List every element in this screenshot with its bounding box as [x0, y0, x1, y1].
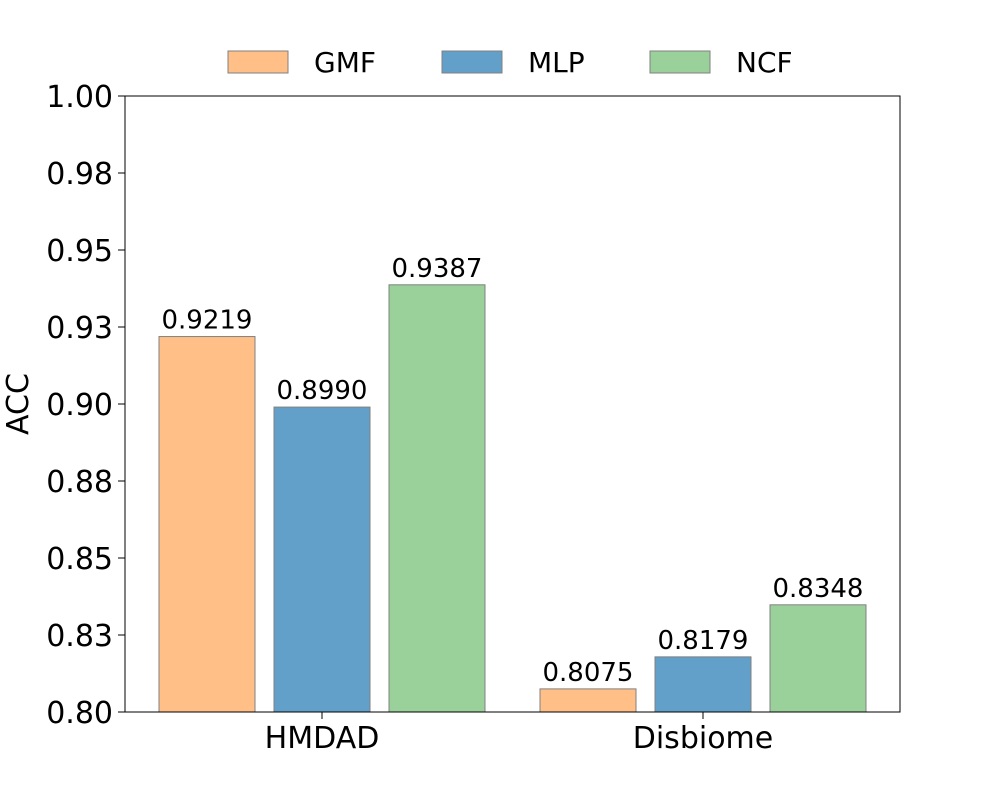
y-axis-title: ACC: [1, 373, 36, 435]
legend-label-gmf: GMF: [314, 46, 376, 79]
data-label-gmf-disbiome: 0.8075: [543, 658, 634, 688]
bar-gmf-disbiome: [539, 688, 637, 713]
y-tick-label: 0.83: [46, 619, 113, 654]
bars-group: [158, 284, 867, 713]
y-tick-label: 0.88: [46, 465, 113, 500]
data-labels-group: 0.9219 0.8990 0.9387 0.8075 0.8179 0.8348: [162, 254, 864, 688]
data-label-gmf-hmdad: 0.9219: [162, 306, 253, 336]
x-tick-label: HMDAD: [265, 721, 380, 756]
legend: GMF MLP NCF: [227, 46, 793, 79]
x-tick-label: Disbiome: [633, 721, 773, 756]
y-tick-label: 0.80: [46, 696, 113, 731]
y-axis: 0.80 0.83 0.85 0.88 0.90 0.93 0.95 0.98 1.00: [46, 80, 125, 731]
data-label-mlp-disbiome: 0.8179: [658, 626, 749, 656]
x-axis: HMDAD Disbiome: [265, 712, 773, 756]
y-tick-label: 0.98: [46, 157, 113, 192]
y-tick-label: 1.00: [46, 80, 113, 115]
y-tick-label: 0.95: [46, 234, 113, 269]
y-tick-label: 0.93: [46, 311, 113, 346]
legend-label-ncf: NCF: [736, 46, 793, 79]
bar-ncf-hmdad: [388, 284, 486, 713]
bar-mlp-hmdad: [273, 406, 371, 713]
bar-gmf-hmdad: [158, 336, 256, 713]
data-label-ncf-hmdad: 0.9387: [392, 254, 483, 284]
data-label-mlp-hmdad: 0.8990: [277, 376, 368, 406]
legend-label-mlp: MLP: [528, 46, 585, 79]
legend-swatch-gmf: [227, 50, 289, 74]
bar-mlp-disbiome: [654, 656, 752, 713]
legend-swatch-ncf: [649, 50, 711, 74]
data-label-ncf-disbiome: 0.8348: [773, 574, 864, 604]
y-tick-label: 0.90: [46, 388, 113, 423]
bar-ncf-disbiome: [769, 604, 867, 713]
y-tick-label: 0.85: [46, 542, 113, 577]
legend-swatch-mlp: [441, 50, 503, 74]
